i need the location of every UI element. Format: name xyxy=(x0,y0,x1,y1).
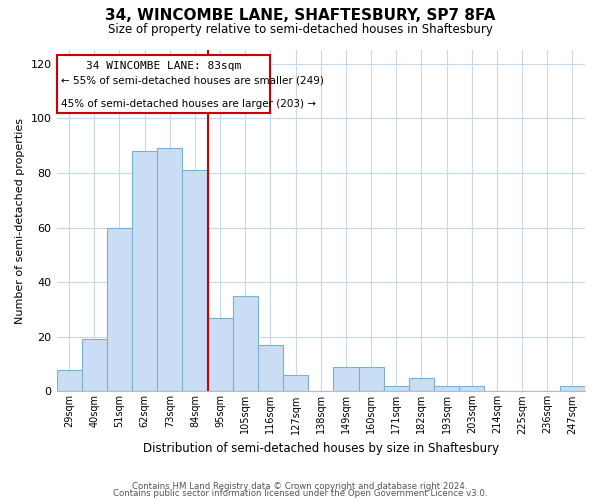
X-axis label: Distribution of semi-detached houses by size in Shaftesbury: Distribution of semi-detached houses by … xyxy=(143,442,499,455)
Bar xyxy=(560,386,585,392)
Bar xyxy=(334,367,359,392)
Text: 34 WINCOMBE LANE: 83sqm: 34 WINCOMBE LANE: 83sqm xyxy=(86,61,241,71)
Bar xyxy=(233,296,258,392)
Bar xyxy=(283,375,308,392)
Bar xyxy=(56,370,82,392)
Bar xyxy=(258,345,283,392)
Bar xyxy=(434,386,459,392)
Y-axis label: Number of semi-detached properties: Number of semi-detached properties xyxy=(15,118,25,324)
Text: Contains HM Land Registry data © Crown copyright and database right 2024.: Contains HM Land Registry data © Crown c… xyxy=(132,482,468,491)
Text: Size of property relative to semi-detached houses in Shaftesbury: Size of property relative to semi-detach… xyxy=(107,22,493,36)
Bar xyxy=(132,151,157,392)
Bar xyxy=(182,170,208,392)
Text: 45% of semi-detached houses are larger (203) →: 45% of semi-detached houses are larger (… xyxy=(61,99,316,109)
Bar xyxy=(208,318,233,392)
Text: Contains public sector information licensed under the Open Government Licence v3: Contains public sector information licen… xyxy=(113,490,487,498)
Bar xyxy=(383,386,409,392)
Bar xyxy=(57,56,271,113)
Text: 34, WINCOMBE LANE, SHAFTESBURY, SP7 8FA: 34, WINCOMBE LANE, SHAFTESBURY, SP7 8FA xyxy=(105,8,495,22)
Bar xyxy=(157,148,182,392)
Text: ← 55% of semi-detached houses are smaller (249): ← 55% of semi-detached houses are smalle… xyxy=(61,76,323,86)
Bar xyxy=(107,228,132,392)
Bar xyxy=(459,386,484,392)
Bar xyxy=(82,340,107,392)
Bar xyxy=(409,378,434,392)
Bar xyxy=(359,367,383,392)
